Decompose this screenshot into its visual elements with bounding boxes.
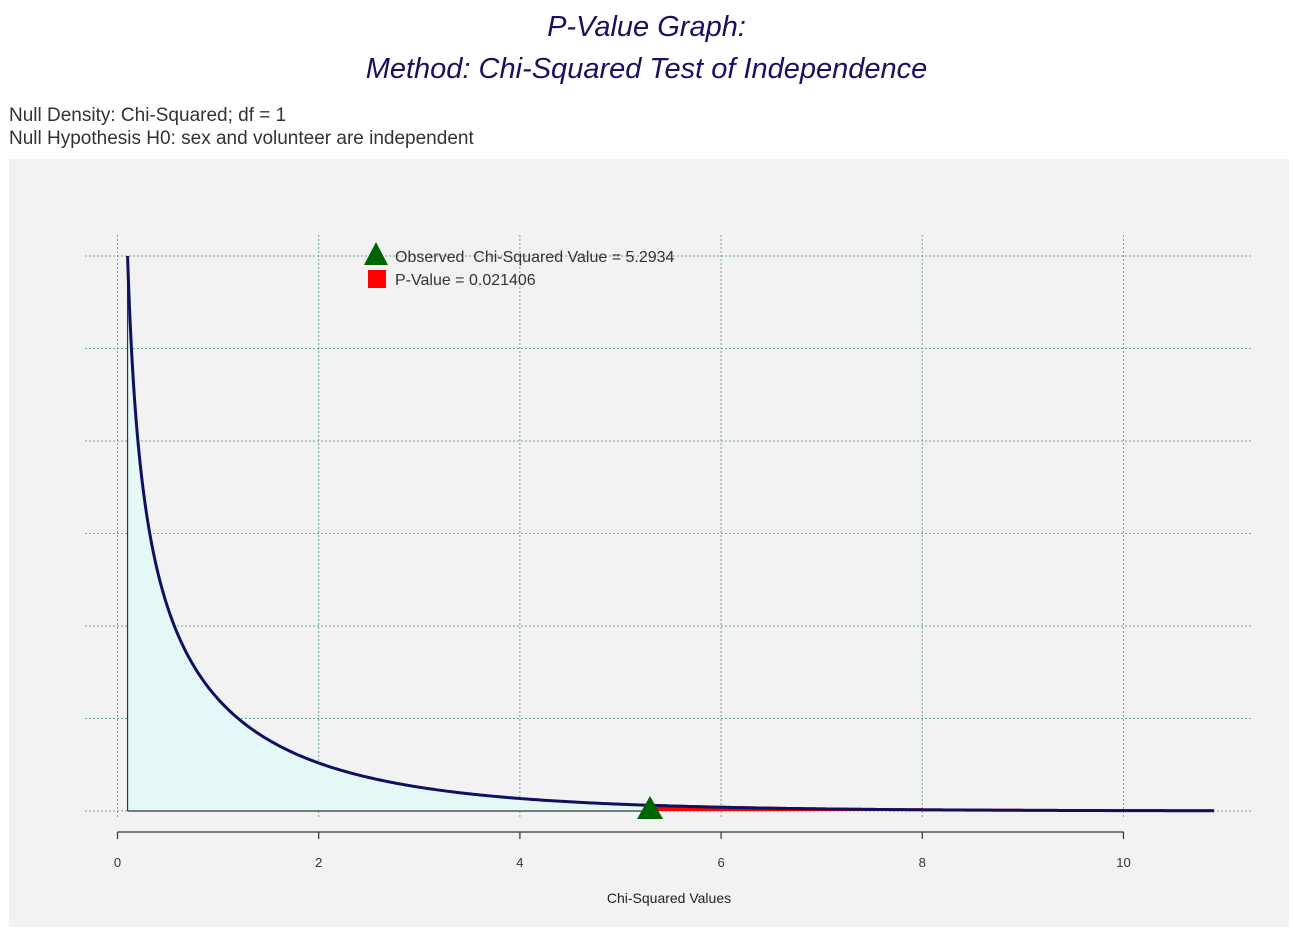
null-hypothesis-text: Null Hypothesis H0: sex and volunteer ar…: [9, 128, 474, 149]
x-axis-tick-label: 2: [315, 855, 322, 870]
x-axis-title: Chi-Squared Values: [607, 890, 731, 906]
density-curve: [126, 254, 1215, 813]
chart-title: P-Value Graph: Method: Chi-Squared Test …: [0, 6, 1293, 90]
null-info: Null Density: Chi-Squared; df = 1 Null H…: [9, 104, 474, 150]
chart-title-line-2: Method: Chi-Squared Test of Independence: [365, 53, 928, 85]
density-area-fill: [127, 256, 1215, 811]
chart-title-line-1: P-Value Graph:: [547, 11, 746, 43]
legend: Observed Chi-Squared Value = 5.2934 P-Va…: [364, 242, 675, 289]
x-axis-tick-label: 0: [114, 855, 121, 870]
x-axis-tick-label: 6: [717, 855, 724, 870]
observed-value-marker: [637, 796, 664, 819]
legend-observed-label: Observed Chi-Squared Value = 5.2934: [395, 249, 675, 266]
x-axis-tick-label: 8: [919, 855, 926, 870]
legend-pvalue-icon: [368, 270, 386, 288]
legend-observed-icon: [364, 242, 388, 265]
null-density-text: Null Density: Chi-Squared; df = 1: [9, 105, 287, 126]
x-axis: 0 2 4 6 8 10: [114, 831, 1131, 870]
x-axis-tick-label: 10: [1116, 855, 1130, 870]
legend-pvalue-label: P-Value = 0.021406: [395, 272, 536, 289]
grid: [85, 235, 1253, 817]
p-value-chart: 0 2 4 6 8 10 Observed Chi-Squared Value = 5.2…: [85, 235, 1253, 906]
x-axis-tick-label: 4: [516, 855, 523, 870]
plot-panel: 0 2 4 6 8 10 Observed Chi-Squared Value = 5.2…: [9, 159, 1289, 927]
